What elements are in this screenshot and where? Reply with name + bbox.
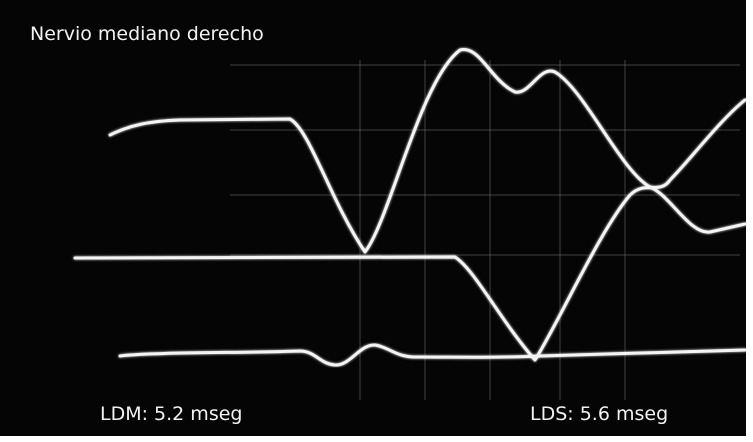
page: Nervio mediano derecho LDM: 5.2 mseg LDS… (0, 0, 753, 442)
title: Nervio mediano derecho (30, 23, 264, 45)
oscilloscope-photo: Nervio mediano derecho LDM: 5.2 mseg LDS… (0, 0, 753, 442)
ldm-label: LDM: 5.2 mseg (100, 403, 242, 425)
lds-label: LDS: 5.6 mseg (530, 403, 668, 425)
